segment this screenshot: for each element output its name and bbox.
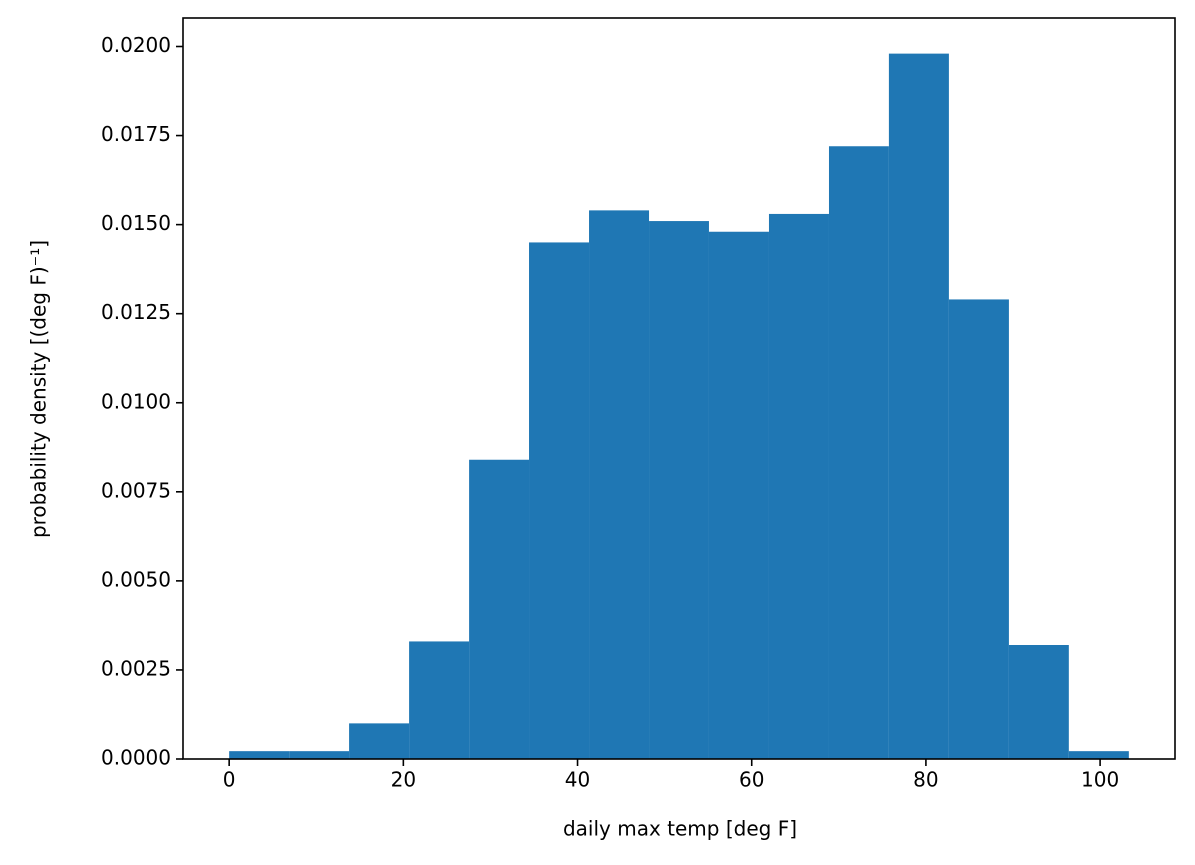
x-tick-label: 0 bbox=[223, 768, 236, 792]
y-tick-label: 0.0075 bbox=[101, 478, 171, 502]
x-tick-label: 60 bbox=[739, 768, 764, 792]
y-tick-label: 0.0100 bbox=[101, 389, 171, 413]
y-tick-label: 0.0125 bbox=[101, 300, 171, 324]
bar bbox=[708, 231, 769, 759]
bar bbox=[768, 213, 829, 759]
x-tick-label: 20 bbox=[391, 768, 416, 792]
bar bbox=[289, 751, 350, 759]
y-tick-label: 0.0175 bbox=[101, 122, 171, 146]
y-tick-label: 0.0200 bbox=[101, 33, 171, 57]
y-axis-label: probability density [(deg F)⁻¹] bbox=[27, 240, 51, 538]
bar bbox=[409, 641, 470, 759]
bar bbox=[1008, 645, 1069, 759]
bar bbox=[529, 242, 590, 759]
y-tick-label: 0.0050 bbox=[101, 567, 171, 591]
y-tick-label: 0.0025 bbox=[101, 656, 171, 680]
plot-frame bbox=[182, 17, 1176, 760]
bar bbox=[589, 210, 650, 759]
bar bbox=[828, 146, 889, 759]
bar bbox=[229, 751, 290, 759]
y-tick-label: 0.0000 bbox=[101, 746, 171, 770]
bar bbox=[948, 299, 1009, 759]
y-tick-label: 0.0150 bbox=[101, 211, 171, 235]
bar bbox=[349, 723, 410, 759]
x-axis-label: daily max temp [deg F] bbox=[563, 817, 797, 841]
bar bbox=[469, 459, 530, 759]
bar bbox=[888, 53, 949, 759]
bar bbox=[1068, 751, 1129, 759]
x-tick-label: 100 bbox=[1081, 768, 1119, 792]
x-tick-label: 40 bbox=[565, 768, 590, 792]
x-tick-label: 80 bbox=[913, 768, 938, 792]
bar bbox=[649, 221, 709, 759]
